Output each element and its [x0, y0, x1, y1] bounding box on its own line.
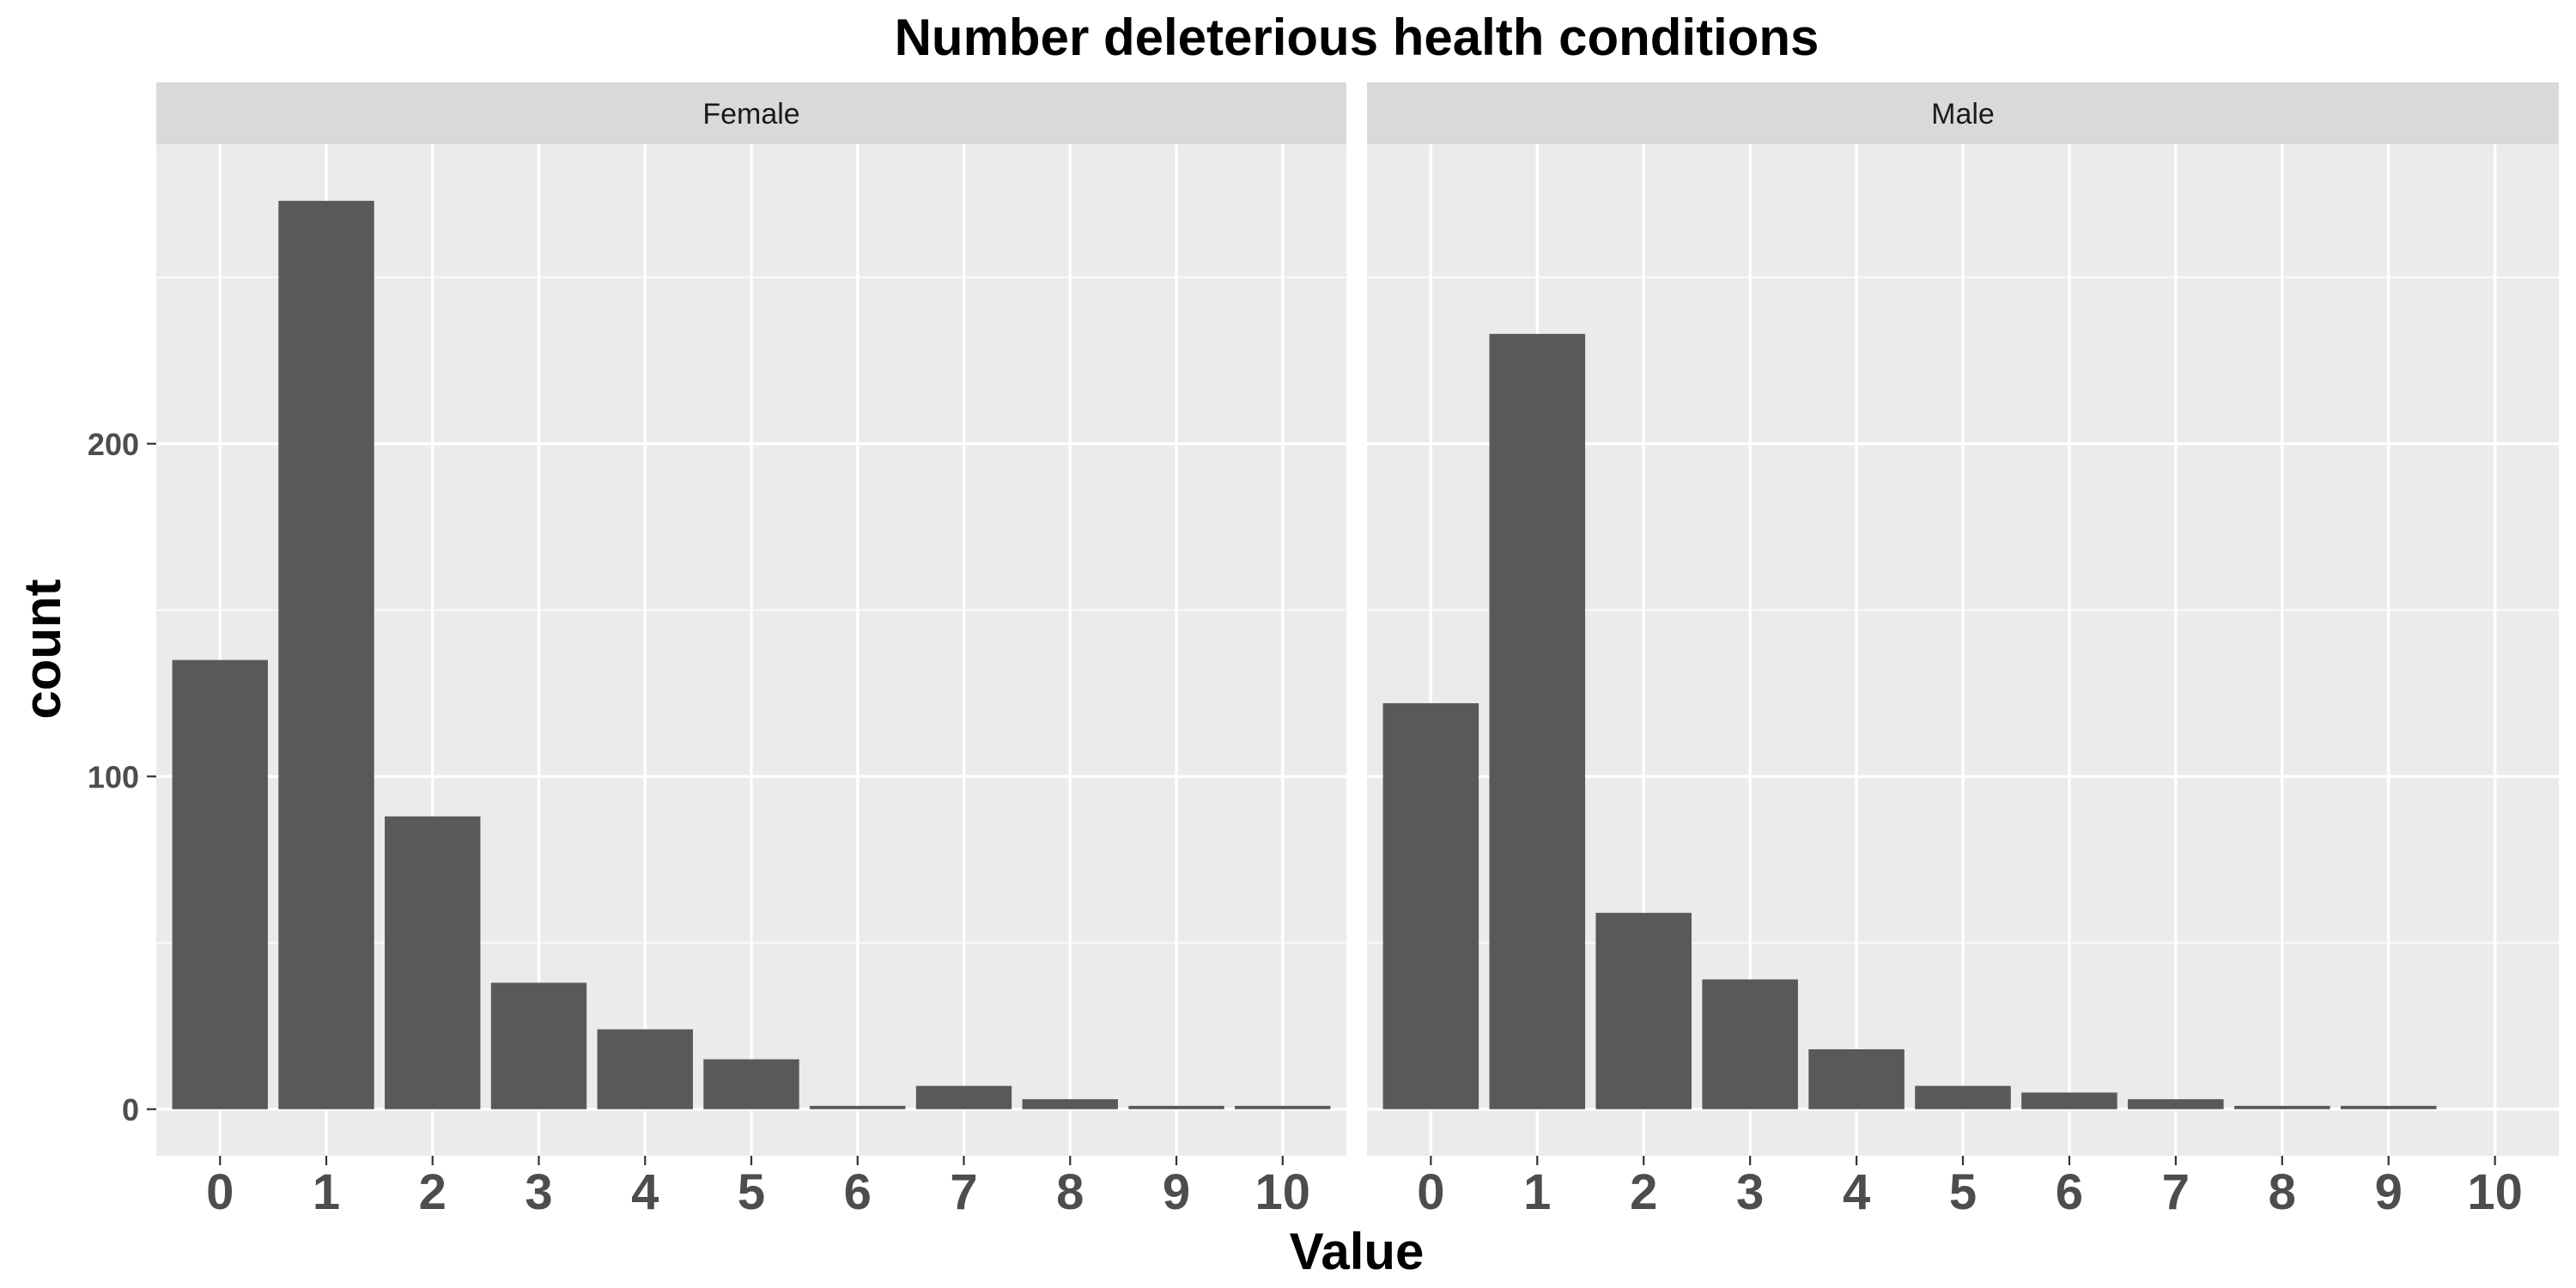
x-tick-label: 7	[2162, 1164, 2190, 1220]
x-tick-label: 3	[525, 1164, 552, 1220]
x-tick-label: 10	[1255, 1164, 1310, 1220]
bar	[1595, 913, 1692, 1109]
bar	[490, 982, 587, 1109]
y-tick-label: 200	[88, 427, 139, 462]
x-tick-label: 3	[1736, 1164, 1764, 1220]
bar	[1702, 979, 1798, 1109]
bar	[2021, 1092, 2117, 1109]
facet-strip-label: Male	[1931, 98, 1995, 131]
bar	[2128, 1099, 2224, 1109]
chart-title: Number deleterious health conditions	[895, 9, 1820, 66]
y-tick-label: 0	[122, 1092, 139, 1127]
x-tick-label: 2	[1630, 1164, 1657, 1220]
x-tick-label: 4	[1843, 1164, 1870, 1220]
bar	[703, 1059, 799, 1109]
bar	[1128, 1105, 1224, 1109]
bar	[915, 1085, 1012, 1109]
facet-strip-label: Female	[702, 98, 799, 131]
bar	[1235, 1105, 1331, 1109]
x-tick-label: 8	[1056, 1164, 1084, 1220]
x-tick-label: 9	[1163, 1164, 1190, 1220]
x-tick-label: 8	[2269, 1164, 2296, 1220]
x-tick-label: 4	[631, 1164, 659, 1220]
x-tick-label: 9	[2375, 1164, 2403, 1220]
bar	[2234, 1105, 2330, 1109]
x-tick-label: 1	[1523, 1164, 1551, 1220]
x-tick-label: 5	[738, 1164, 765, 1220]
bar	[597, 1029, 693, 1109]
bar	[1489, 333, 1586, 1109]
x-tick-label: 6	[844, 1164, 872, 1220]
y-tick-label: 100	[88, 759, 139, 794]
x-axis-title: Value	[1290, 1223, 1425, 1280]
x-tick-label: 0	[206, 1164, 234, 1220]
x-tick-label: 7	[950, 1164, 977, 1220]
bar	[1022, 1099, 1118, 1109]
x-tick-label: 2	[419, 1164, 447, 1220]
bar	[172, 659, 268, 1109]
x-tick-label: 0	[1417, 1164, 1444, 1220]
x-tick-label: 1	[313, 1164, 340, 1220]
facet-strip	[156, 82, 1346, 144]
x-tick-label: 10	[2467, 1164, 2523, 1220]
y-axis-title: count	[14, 579, 71, 719]
bar	[2340, 1105, 2437, 1109]
bar	[1915, 1085, 2011, 1109]
x-tick-label: 5	[1949, 1164, 1977, 1220]
x-tick-label: 6	[2056, 1164, 2083, 1220]
bar	[278, 200, 374, 1109]
bar	[1382, 703, 1479, 1109]
facet-strip	[1367, 82, 2559, 144]
bar	[1808, 1049, 1905, 1109]
bar	[810, 1105, 906, 1109]
bar	[385, 816, 481, 1109]
